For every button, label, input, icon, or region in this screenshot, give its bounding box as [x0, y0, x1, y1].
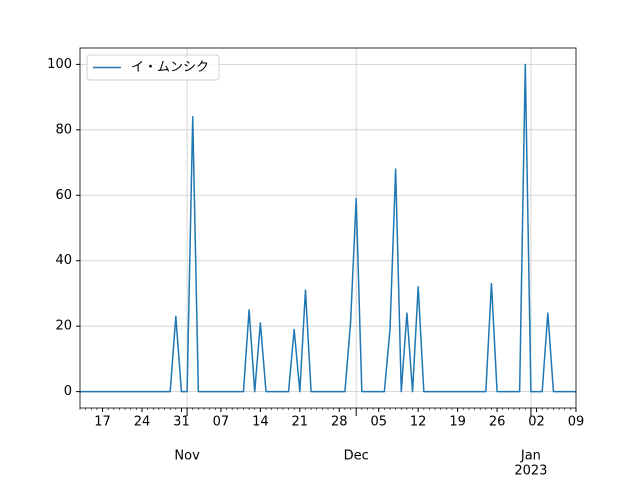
x-tick-label: 28 [331, 415, 348, 430]
x-tick-label: 09 [568, 415, 585, 430]
x-tick-label: 12 [410, 415, 427, 430]
x-tick-label: 24 [134, 415, 151, 430]
x-tick-label: 31 [173, 415, 190, 430]
x-tick-label: 05 [370, 415, 387, 430]
y-tick-label: 20 [55, 319, 72, 334]
x-tick-label: 26 [489, 415, 506, 430]
x-tick-label: 17 [94, 415, 111, 430]
x-month-label: Jan [520, 449, 541, 464]
y-tick-label: 0 [64, 384, 72, 399]
y-tick-label: 60 [55, 188, 72, 203]
legend-box [86, 54, 220, 81]
legend-label: イ・ムンシク [131, 60, 209, 75]
x-month-label: Nov [174, 449, 200, 464]
y-tick-label: 100 [47, 57, 72, 72]
x-year-label: 2023 [514, 464, 547, 479]
x-tick-label: 07 [213, 415, 230, 430]
x-tick-label: 14 [252, 415, 269, 430]
data-line [80, 63, 576, 393]
x-tick-label: 19 [449, 415, 466, 430]
x-month-label: Dec [344, 449, 369, 464]
x-tick-label: 02 [528, 415, 545, 430]
y-tick-label: 80 [55, 122, 72, 137]
y-tick-label: 40 [55, 253, 72, 268]
plot-frame [79, 47, 577, 409]
x-tick-label: 21 [292, 415, 309, 430]
